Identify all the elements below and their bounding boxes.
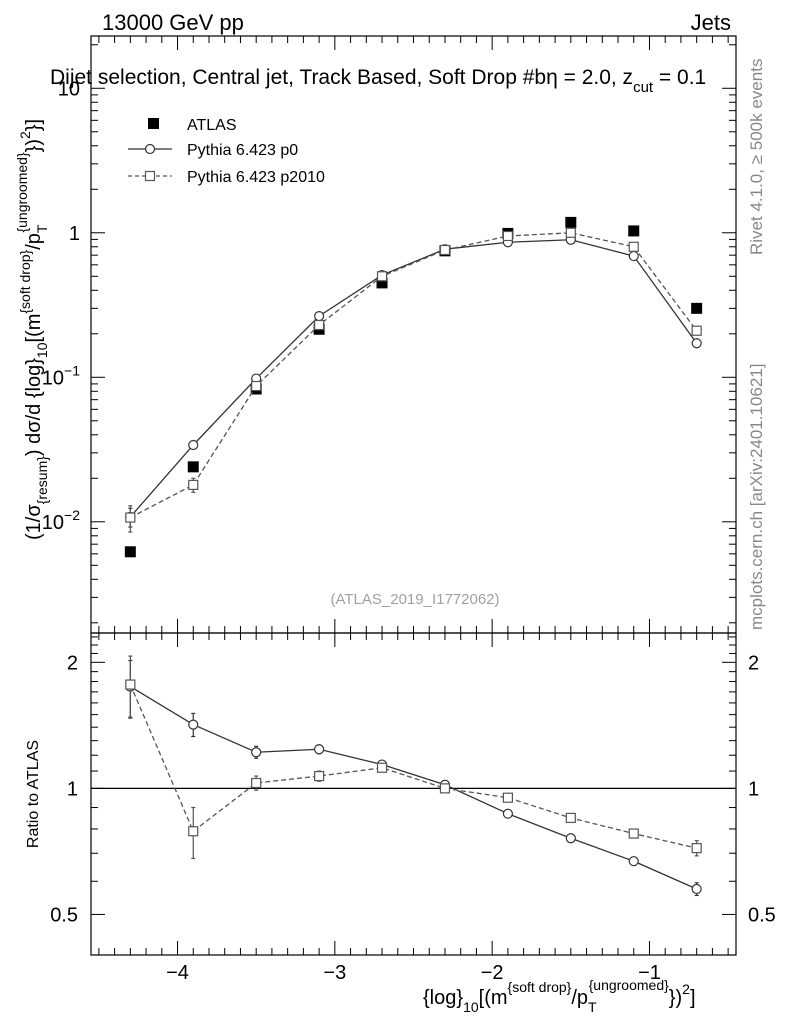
- top-p0-point: [314, 311, 325, 322]
- top-p2010-point: [188, 479, 199, 491]
- x-tick-label: −1: [638, 962, 661, 984]
- legend-p2010-marker: [144, 170, 156, 182]
- ratio-p0-point: [502, 808, 513, 819]
- x-tick-label: −4: [166, 962, 189, 984]
- ratio-y-tick-label-right: 1: [748, 778, 759, 800]
- top-p0-line: [129, 239, 698, 518]
- y-axis-label-ratio: Ratio to ATLAS: [25, 740, 42, 848]
- top-y-tick-label: 1: [69, 223, 80, 245]
- legend-atlas-marker: [148, 118, 159, 129]
- top-p2010-point: [125, 512, 136, 523]
- header-energy: 13000 GeV pp: [102, 10, 244, 35]
- legend-p2010-label: Pythia 6.423 p2010: [187, 169, 325, 186]
- top-y-tick-label: 10−1: [42, 362, 80, 389]
- ratio-p2010-point: [565, 812, 576, 824]
- x-tick-label: −3: [323, 962, 346, 984]
- top-axes: 10−2 10−1 1 10: [42, 36, 736, 633]
- top-p2010-point: [502, 230, 513, 242]
- plot-title: Dijet selection, Central jet, Track Base…: [50, 66, 706, 96]
- header-jets: Jets: [691, 10, 731, 35]
- ratio-p2010-point: [125, 679, 136, 690]
- ratio-p2010-point: [502, 792, 513, 803]
- top-p2010-point: [565, 227, 576, 238]
- legend: ATLAS Pythia 6.423 p0 Pythia 6.423 p2010: [128, 117, 325, 186]
- ratio-y-tick-label-right: 0.5: [748, 904, 776, 926]
- top-p2010-point: [439, 244, 451, 256]
- mcplots-label: mcplots.cern.ch [arXiv:2401.10621]: [747, 364, 766, 630]
- top-p2010-point: [691, 325, 702, 336]
- ratio-y-tick-label-right: 2: [748, 652, 759, 674]
- ratio-p0-point: [188, 719, 199, 730]
- y-axis-label-top: (1/σ{resum}) dσ/d {log}10[(m{soft drop}/…: [14, 119, 50, 540]
- top-atlas-point: [187, 461, 199, 473]
- top-atlas-point: [691, 302, 703, 314]
- top-y-tick-label: 10: [58, 78, 80, 100]
- ratio-y-tick-label: 2: [67, 652, 78, 674]
- ratio-p0-point: [314, 744, 325, 755]
- top-p0-point: [188, 439, 199, 451]
- ratio-p0-line: [129, 686, 697, 890]
- ratio-panel-frame: [90, 632, 737, 956]
- ratio-p2010-point: [188, 826, 199, 837]
- x-axis-label: {log}10[(m{soft drop}/pT{ungroomed}})2]: [423, 977, 696, 1015]
- x-tick-label: −2: [481, 962, 504, 984]
- top-y-tick-label: 10−2: [42, 507, 80, 534]
- legend-atlas-label: ATLAS: [187, 117, 237, 134]
- ratio-series: [125, 655, 702, 897]
- ratio-p0-point: [628, 856, 639, 867]
- top-p0-point: [628, 250, 639, 262]
- ratio-p0-point: [251, 747, 262, 758]
- top-p2010-point: [251, 380, 262, 392]
- top-p2010-point: [376, 271, 388, 282]
- ratio-p2010-line: [129, 684, 697, 849]
- top-atlas-point: [628, 225, 640, 237]
- top-p2010-point: [314, 319, 325, 331]
- ratio-y-tick-label: 1: [67, 778, 78, 800]
- ratio-p0-point: [691, 883, 702, 895]
- ratio-p2010-point: [628, 828, 639, 839]
- top-atlas-point: [124, 546, 136, 558]
- ratio-p2010-point: [691, 843, 702, 854]
- rivet-label: Rivet 4.1.0, ≥ 500k events: [747, 59, 766, 255]
- ratio-axes: −4 −3 −2 −1 0.5 0.5 1 1 2 2: [50, 633, 776, 984]
- ratio-p2010-point: [314, 770, 325, 782]
- ratio-p2010-point: [251, 777, 262, 789]
- top-series: [124, 216, 703, 558]
- ratio-p2010-point: [439, 783, 451, 794]
- top-p2010-line: [130, 232, 698, 519]
- ratio-p2010-point: [376, 762, 388, 773]
- analysis-id: (ATLAS_2019_I1772062): [330, 591, 499, 608]
- top-p0-point: [691, 338, 702, 349]
- ratio-p0-point: [565, 833, 576, 844]
- ratio-y-tick-label: 0.5: [50, 904, 78, 926]
- top-p2010-point: [628, 241, 639, 252]
- legend-p0-marker: [144, 143, 156, 155]
- top-atlas-point: [376, 277, 388, 289]
- top-atlas-point: [565, 216, 577, 228]
- legend-p0-label: Pythia 6.423 p0: [187, 142, 298, 159]
